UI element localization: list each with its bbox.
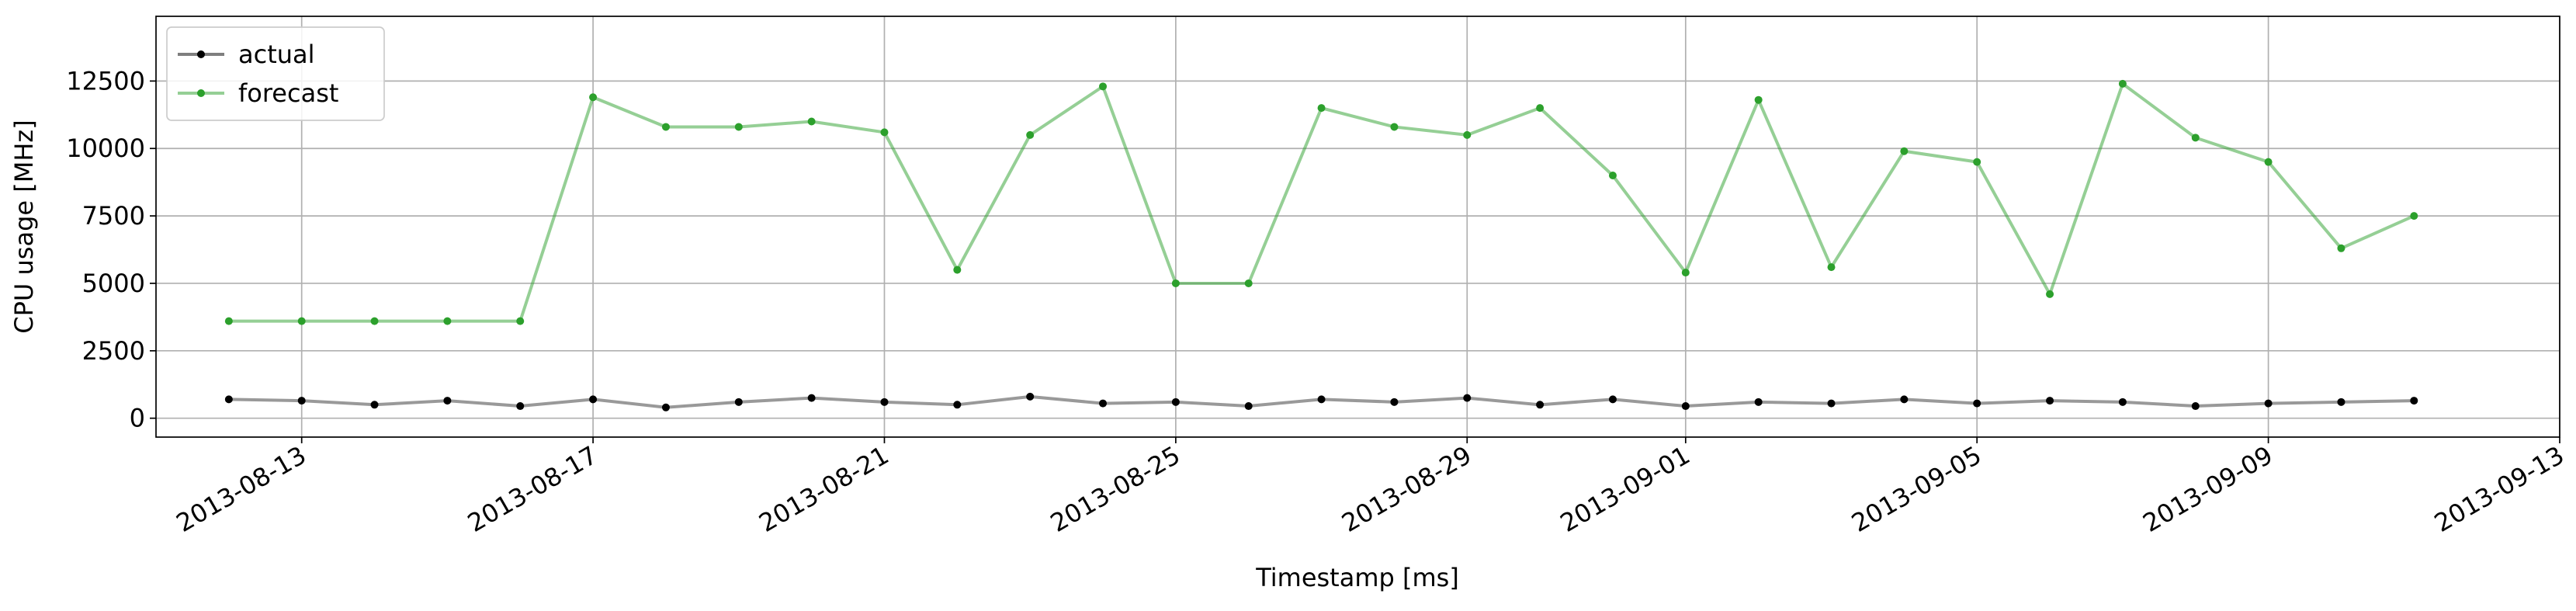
data-point [807,394,816,402]
data-point [2191,134,2200,142]
data-point [2046,397,2054,405]
data-point [1171,397,1180,406]
data-point [224,395,233,404]
data-point [1973,399,1981,408]
y-tick-label: 5000 [82,269,145,298]
data-point [2337,397,2345,406]
data-point [1827,399,1836,408]
y-tick-label: 10000 [66,134,145,163]
data-point [1317,395,1326,404]
data-point [2410,397,2418,405]
data-point [2118,397,2127,406]
data-point [589,93,598,102]
y-axis-label: CPU usage [MHz] [9,120,39,333]
data-point [443,397,452,405]
data-point [1900,395,1909,404]
data-point [1390,397,1399,406]
data-point [297,317,306,325]
data-point [1026,392,1035,401]
data-point [1681,269,1690,277]
legend-marker [197,89,205,97]
data-point [2118,79,2127,88]
data-point [516,402,525,411]
data-point [1827,263,1836,272]
data-point [1463,394,1472,402]
data-point [2264,158,2273,166]
data-point [370,317,379,325]
data-point [1608,171,1617,179]
legend-marker [197,50,205,58]
data-point [807,117,816,126]
data-point [1244,402,1253,411]
legend-label: forecast [238,78,338,108]
data-point [1754,397,1763,406]
data-point [2046,290,2054,298]
data-point [1536,104,1545,113]
data-point [516,317,525,325]
y-tick-label: 0 [130,404,145,433]
data-point [661,403,670,411]
data-point [224,317,233,325]
data-point [953,401,962,409]
data-point [2264,399,2273,408]
legend-label: actual [238,40,315,69]
data-point [1754,95,1763,104]
data-point [1317,104,1326,113]
y-tick-label: 12500 [66,66,145,95]
data-point [2410,212,2418,220]
data-point [1099,82,1108,91]
data-point [1973,158,1981,166]
legend-box [166,26,385,121]
data-point [1900,147,1909,155]
data-point [661,123,670,131]
data-point [1463,130,1472,139]
data-point [1244,279,1253,287]
data-point [1681,402,1690,411]
data-point [1099,399,1108,408]
data-point [880,128,889,137]
data-point [2191,402,2200,411]
y-tick-label: 7500 [82,201,145,231]
x-axis-label: Timestamp [ms] [1255,563,1459,592]
data-point [1536,401,1545,409]
data-point [297,397,306,405]
data-point [734,123,743,131]
data-point [589,395,598,404]
y-tick-label: 2500 [82,336,145,366]
data-point [953,266,962,274]
data-point [734,397,743,406]
data-point [1390,123,1399,131]
data-point [1026,130,1035,139]
data-point [370,401,379,409]
plot-frame [155,16,2560,438]
data-point [880,397,889,406]
data-point [1608,395,1617,404]
data-point [1171,279,1180,287]
data-point [2337,244,2345,252]
data-point [443,317,452,325]
